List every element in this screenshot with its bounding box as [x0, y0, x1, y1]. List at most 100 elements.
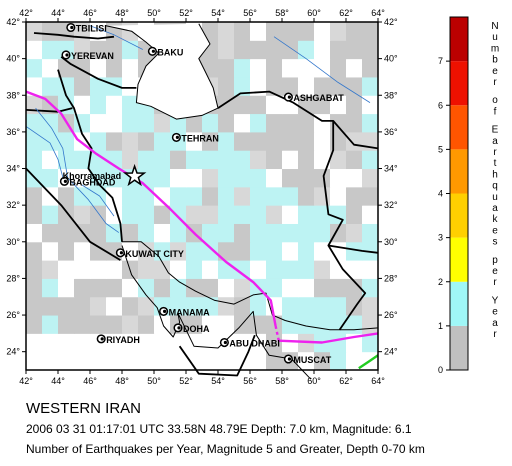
- seismicity-cell: [250, 113, 267, 133]
- seismicity-cell: [298, 22, 315, 41]
- seismicity-cell: [314, 315, 331, 334]
- seismicity-cell: [346, 351, 363, 371]
- seismicity-cell: [314, 150, 331, 170]
- seismicity-cell: [106, 351, 123, 371]
- colorbar-tick-label: 4: [438, 189, 443, 199]
- city-label: BAGHDAD: [69, 177, 115, 187]
- seismicity-cell: [202, 278, 219, 298]
- seismicity-cell: [42, 205, 59, 224]
- plate-boundary-green: [358, 354, 379, 370]
- seismicity-cell: [90, 95, 107, 115]
- city-marker-dot: [63, 179, 67, 183]
- seismicity-cell: [346, 150, 363, 170]
- seismicity-cell: [218, 150, 235, 170]
- seismicity-cell: [122, 333, 139, 353]
- seismicity-cell: [42, 315, 59, 334]
- seismicity-cell: [90, 22, 107, 41]
- colorbar-tick-label: 6: [438, 100, 443, 110]
- lon-tick-label-top: 62°: [339, 8, 353, 18]
- seismicity-cell: [282, 150, 299, 170]
- seismicity-cell: [298, 186, 315, 206]
- seismicity-cell: [202, 150, 219, 170]
- seismicity-cell: [202, 351, 219, 371]
- seismicity-cell: [202, 168, 219, 188]
- plate-boundary-makran: [278, 332, 379, 344]
- seismicity-cell: [74, 205, 91, 224]
- seismicity-cell: [106, 315, 123, 334]
- seismicity-cell: [218, 76, 235, 96]
- seismicity-cell: [266, 131, 283, 151]
- city-label: TEHRAN: [181, 133, 219, 143]
- seismicity-cell: [74, 333, 91, 353]
- seismicity-cell: [138, 315, 155, 334]
- seismicity-cell: [90, 260, 107, 279]
- seismicity-cell: [122, 278, 139, 298]
- seismicity-cell: [362, 58, 379, 78]
- seismicity-cell: [170, 333, 187, 353]
- seismicity-cell: [170, 205, 187, 224]
- city-label: ABU DHABI: [229, 339, 280, 349]
- lon-tick-label-bottom: 46°: [83, 376, 97, 386]
- seismicity-cell: [282, 205, 299, 224]
- seismicity-cell: [42, 22, 59, 41]
- city-marker-dot: [100, 337, 104, 341]
- seismicity-cell: [234, 95, 251, 115]
- seismicity-cell: [74, 278, 91, 298]
- seismicity-cell: [218, 22, 235, 41]
- lon-tick-label-bottom: 52°: [179, 376, 193, 386]
- seismicity-cell: [298, 205, 315, 224]
- seismicity-cell: [282, 260, 299, 279]
- seismicity-cell: [362, 95, 379, 115]
- seismicity-cell: [138, 131, 155, 151]
- seismicity-cell: [106, 168, 123, 188]
- seismicity-cell: [266, 186, 283, 206]
- seismicity-cell: [186, 296, 203, 316]
- country-border: [328, 244, 379, 254]
- seismicity-cell: [250, 131, 267, 151]
- seismicity-cell: [218, 205, 235, 224]
- seismicity-cell: [26, 58, 43, 78]
- seismicity-cell: [218, 58, 235, 78]
- seismicity-cell: [362, 296, 379, 316]
- seismicity-cell: [90, 296, 107, 316]
- lon-tick-label-top: 44°: [51, 8, 65, 18]
- seismicity-cell: [362, 186, 379, 206]
- event-info: 2006 03 31 01:17:01 UTC 33.58N 48.79E De…: [26, 422, 412, 436]
- seismicity-cell: [74, 40, 91, 60]
- seismicity-cell: [26, 241, 43, 261]
- seismicity-cell: [282, 58, 299, 78]
- seismicity-cell: [234, 241, 251, 261]
- lon-tick-label-bottom: 64°: [371, 376, 385, 386]
- lat-tick-label-left: 38°: [6, 90, 20, 100]
- colorbar-tick-label: 3: [438, 233, 443, 243]
- lon-tick-label-bottom: 48°: [115, 376, 129, 386]
- seismicity-cell: [266, 241, 283, 261]
- seismicity-cell: [106, 333, 123, 353]
- lat-tick-label-left: 36°: [6, 127, 20, 137]
- seismicity-cell: [26, 278, 43, 298]
- seismicity-cell: [122, 296, 139, 316]
- seismicity-cell: [282, 296, 299, 316]
- seismicity-cell: [138, 205, 155, 224]
- seismicity-cell: [170, 351, 187, 371]
- seismicity-cell: [330, 315, 347, 334]
- seismicity-cell: [250, 315, 267, 334]
- seismicity-cell: [170, 223, 187, 243]
- seismicity-cell: [122, 58, 139, 78]
- lon-tick-label-top: 42°: [19, 8, 33, 18]
- seismicity-cell: [282, 22, 299, 41]
- colorbar-tick-label: 0: [438, 365, 443, 375]
- seismicity-cell: [74, 76, 91, 96]
- seismicity-cell: [346, 223, 363, 243]
- seismicity-cell: [218, 40, 235, 60]
- seismicity-cell: [170, 168, 187, 188]
- seismicity-cell: [154, 186, 171, 206]
- seismicity-cell: [298, 40, 315, 60]
- seismicity-cell: [346, 95, 363, 115]
- seismicity-cell: [202, 333, 219, 353]
- seismicity-cell: [362, 223, 379, 243]
- seismicity-cell: [218, 315, 235, 334]
- lon-tick-label-top: 56°: [243, 8, 257, 18]
- lat-tick-label-left: 40°: [6, 54, 20, 64]
